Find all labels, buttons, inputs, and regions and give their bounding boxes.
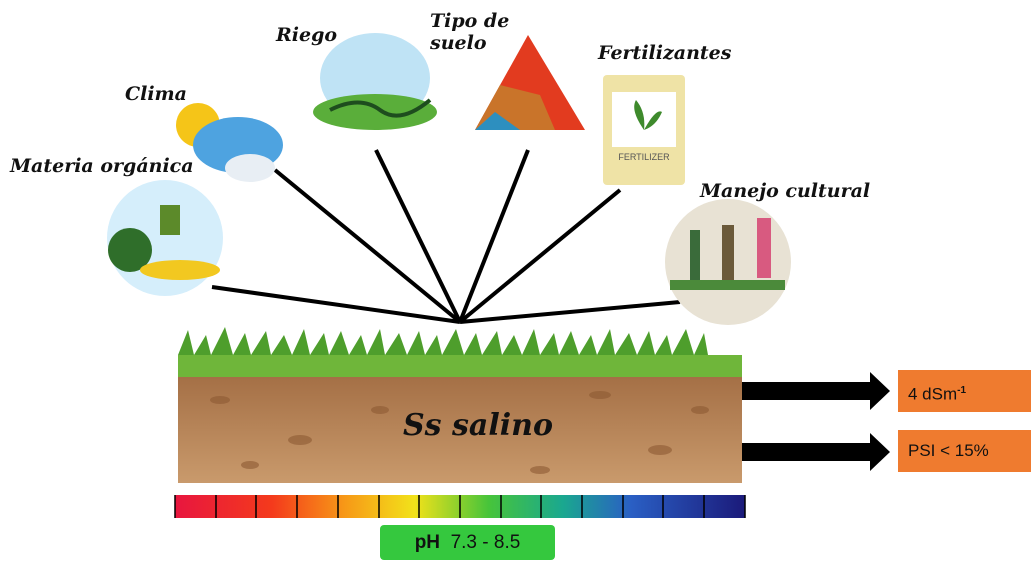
bag-label: FERTILIZER	[618, 152, 670, 162]
factor-label: Materia orgánica	[10, 155, 194, 177]
factor-label: Riego	[276, 24, 337, 46]
line	[376, 150, 460, 322]
soil-block: Ss salino	[178, 327, 742, 483]
farm-work-icon	[665, 199, 791, 325]
ph-scale	[175, 495, 745, 518]
output-superscript: -1	[957, 385, 966, 396]
output-arrows	[742, 372, 890, 471]
factor-label: Clima	[125, 83, 187, 105]
factor-label: Fertilizantes	[598, 42, 731, 64]
factor-label: Tipo de suelo	[430, 10, 510, 54]
ph-range: 7.3 - 8.5	[451, 532, 521, 553]
ph-box: pH 7.3 - 8.5	[380, 525, 555, 560]
organic-matter-icon	[107, 180, 223, 296]
factor-label: Manejo cultural	[700, 180, 870, 202]
ph-label: pH	[415, 532, 440, 553]
line	[460, 302, 680, 322]
arrow	[742, 372, 890, 410]
diagram: FERTILIZER Ss salino	[0, 0, 1031, 562]
output-box: PSI < 15%	[898, 430, 1031, 472]
soil-label: Ss salino	[403, 408, 553, 443]
output-text: PSI < 15%	[908, 441, 989, 460]
irrigation-icon	[313, 33, 437, 130]
fertilizer-icon: FERTILIZER	[603, 75, 685, 185]
output-text: 4 dSm	[908, 385, 957, 404]
output-box: 4 dSm-1	[898, 370, 1031, 412]
arrow	[742, 433, 890, 471]
